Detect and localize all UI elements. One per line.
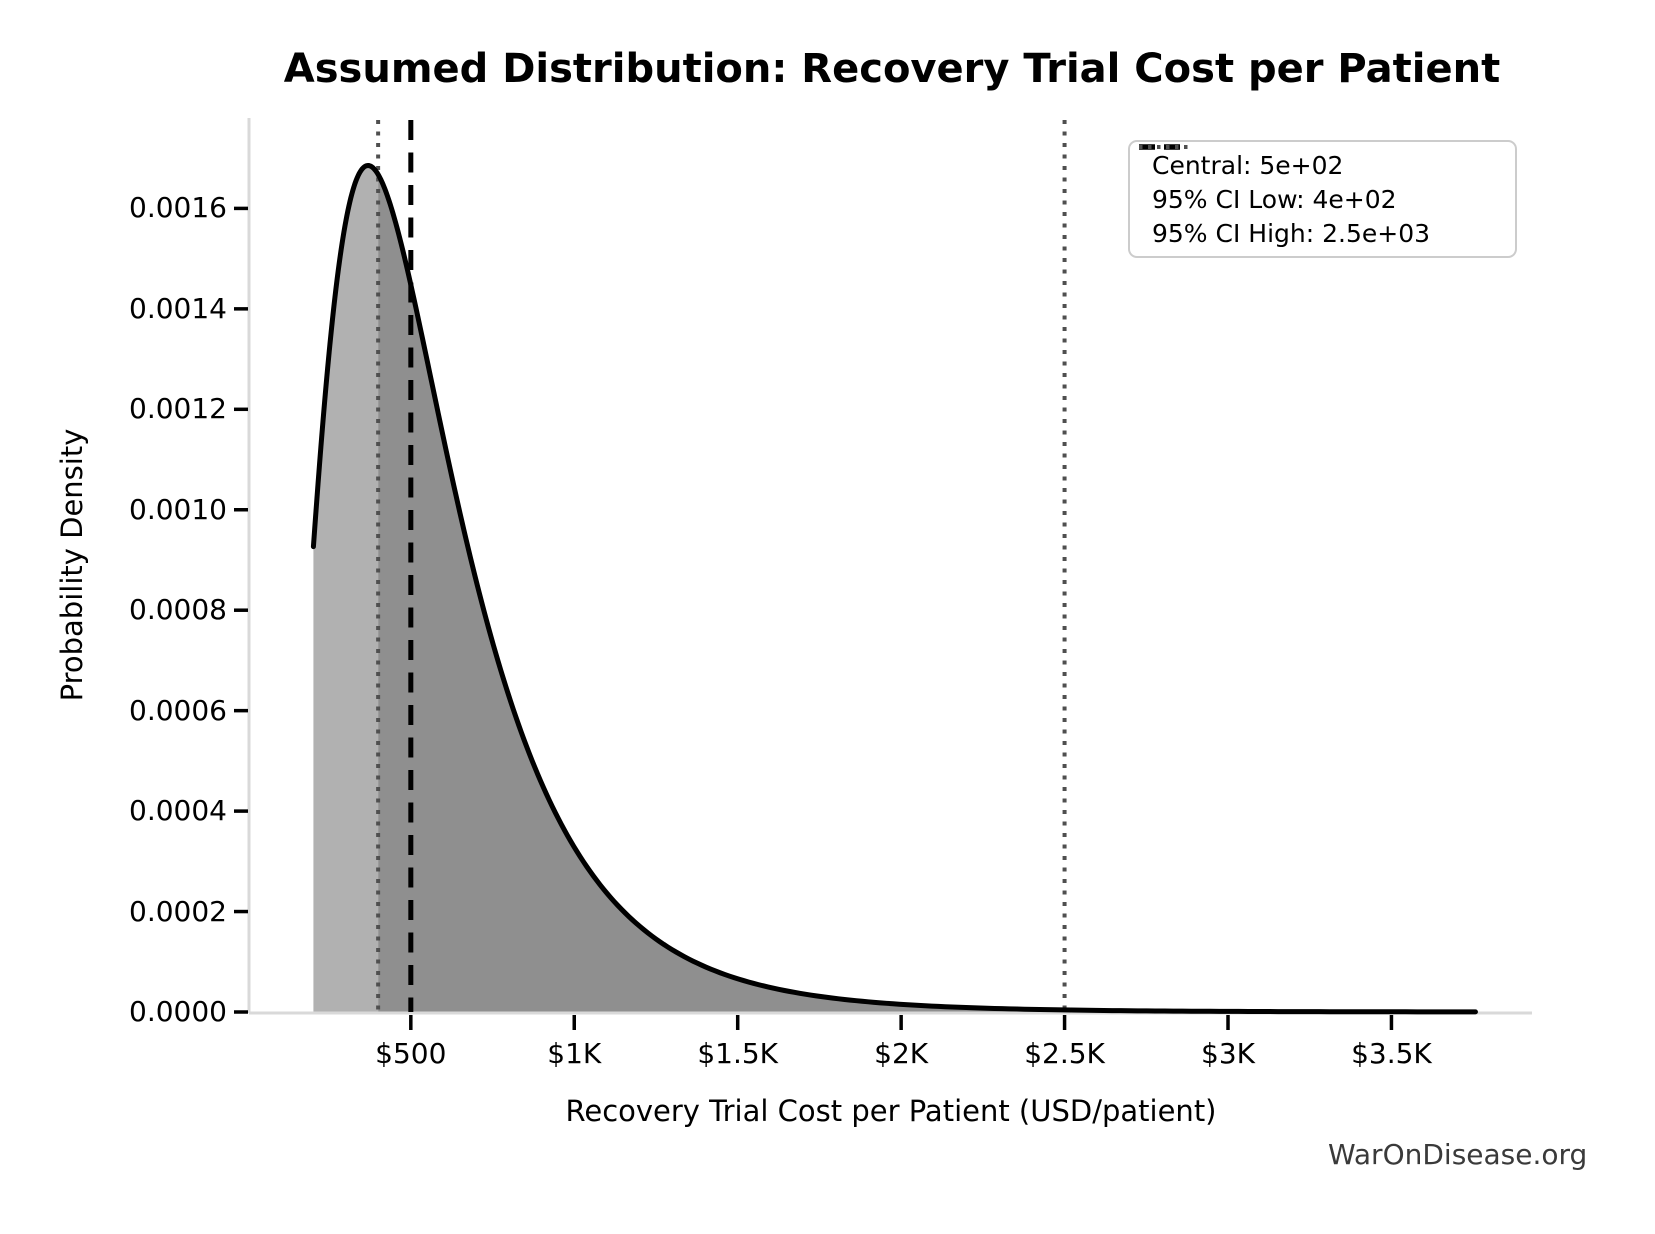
x-tick-label: $1K [547,1037,602,1070]
y-tick-label: 0.0008 [129,593,227,627]
x-tick-label: $3K [1201,1037,1255,1070]
legend: Central: 5e+02 95% CI Low: 4e+02 95% CI … [1128,140,1517,258]
x-axis-label: Recovery Trial Cost per Patient (USD/pat… [565,1094,1217,1128]
dashed-line-icon [1139,144,1189,150]
y-tick-label: 0.0012 [129,392,227,426]
y-tick-label: 0.0002 [129,894,227,928]
watermark: WarOnDisease.org [1328,1138,1588,1171]
dotted-line-icon [1139,145,1189,149]
y-tick-label: 0.0014 [129,291,227,325]
legend-item-label: Central: 5e+02 [1152,150,1344,180]
x-tick-label: $1.5K [697,1037,779,1070]
x-tick-label: $2K [874,1037,929,1070]
fill-below-ci-low [313,165,379,1013]
x-tick-label: $2.5K [1024,1037,1105,1070]
density-curve [310,162,1478,1015]
x-tick-label: $500 [375,1037,447,1070]
y-axis-label: Probability Density [55,428,89,702]
y-tick-label: 0.0004 [129,794,227,828]
y-tick-label: 0.0000 [129,995,227,1028]
y-tick-label: 0.0006 [129,693,227,727]
legend-item-central: Central: 5e+02 [1130,144,1515,182]
y-tick-label: 0.0010 [129,492,227,526]
legend-item-label: 95% CI Low: 4e+02 [1152,184,1397,214]
x-tick-label: $3.5K [1351,1037,1432,1070]
y-tick-label: 0.0016 [129,191,227,225]
chart-title: Assumed Distribution: Recovery Trial Cos… [283,46,1501,92]
legend-item-label: 95% CI High: 2.5e+03 [1152,218,1431,248]
legend-item-ci-high: 95% CI High: 2.5e+03 [1130,145,1515,250]
legend-item-ci-low: 95% CI Low: 4e+02 [1130,145,1515,216]
